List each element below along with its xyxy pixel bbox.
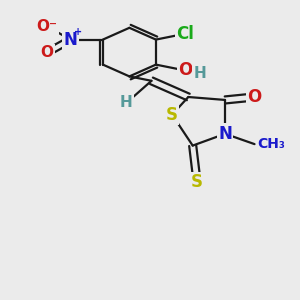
Text: Cl: Cl [176, 25, 194, 43]
Text: CH₃: CH₃ [257, 137, 285, 151]
Text: S: S [191, 173, 203, 191]
Text: O: O [178, 61, 193, 80]
Text: +: + [74, 27, 82, 37]
Text: O: O [248, 88, 262, 106]
Text: N: N [218, 125, 232, 143]
Text: H: H [194, 66, 206, 81]
Text: N: N [64, 31, 77, 49]
Text: H: H [120, 95, 133, 110]
Text: S: S [166, 106, 178, 124]
Text: O⁻: O⁻ [36, 19, 57, 34]
Text: O: O [40, 45, 53, 60]
